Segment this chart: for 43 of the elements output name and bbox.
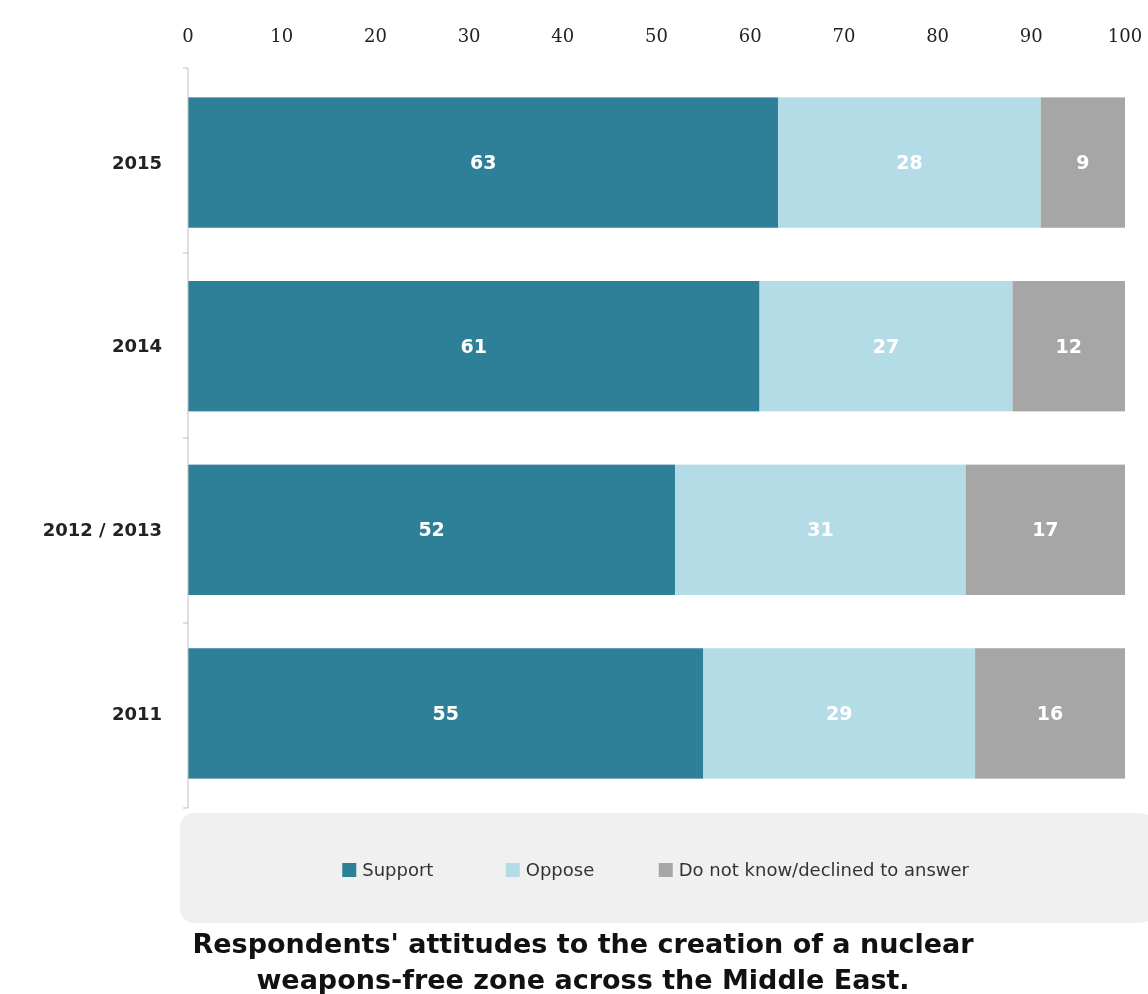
data-label: 9 — [1076, 151, 1090, 174]
bar — [778, 97, 1041, 228]
y-tick-label: 2012 / 2013 — [42, 519, 162, 541]
x-tick-label: 50 — [645, 25, 668, 46]
x-tick-label: 10 — [270, 25, 294, 46]
data-label: 27 — [872, 334, 900, 357]
data-label: 55 — [432, 702, 459, 725]
bar — [188, 464, 676, 595]
x-tick-label: 20 — [363, 25, 387, 46]
data-label: 52 — [418, 518, 445, 541]
bar — [759, 281, 1013, 412]
legend-label: Oppose — [525, 859, 595, 881]
data-label: 29 — [825, 702, 853, 725]
y-tick-label: 2011 — [111, 702, 162, 724]
data-label: 63 — [469, 151, 497, 174]
bar — [1040, 97, 1125, 228]
y-tick-label: 2014 — [111, 335, 162, 357]
x-tick-label: 60 — [738, 25, 762, 46]
bar — [675, 464, 966, 595]
legend-label: Do not know/declined to answer — [678, 859, 970, 881]
data-label: 12 — [1055, 334, 1083, 357]
data-label: 28 — [896, 151, 923, 174]
bar — [1012, 281, 1125, 412]
bar — [965, 464, 1125, 595]
y-tick-label: 2015 — [111, 151, 162, 173]
data-label: 16 — [1036, 702, 1064, 725]
x-tick-label: 0 — [182, 25, 194, 46]
bar — [188, 281, 760, 412]
x-tick-label: 90 — [1019, 25, 1043, 46]
data-label: 31 — [807, 518, 834, 541]
bar — [188, 648, 704, 779]
text: Respondents' attitudes to the creation of a nuclear weapons-free zone across the Middle East. — [192, 928, 975, 994]
x-tick-label: 30 — [457, 25, 481, 46]
data-label: 17 — [1032, 518, 1059, 541]
legend-label: Support — [362, 859, 434, 881]
bar — [703, 648, 976, 779]
bar — [188, 97, 779, 228]
x-tick-label: 100 — [1107, 25, 1143, 46]
data-label: 61 — [460, 334, 488, 357]
x-tick-label: 80 — [926, 25, 950, 46]
x-tick-label: 70 — [832, 25, 856, 46]
x-tick-label: 40 — [551, 25, 575, 46]
bar — [975, 648, 1125, 779]
